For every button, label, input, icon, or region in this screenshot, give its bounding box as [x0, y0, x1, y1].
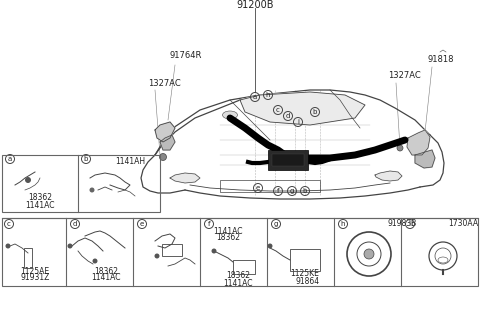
Circle shape — [68, 243, 72, 248]
Text: 18362: 18362 — [216, 234, 240, 242]
Text: 1141AC: 1141AC — [91, 273, 121, 283]
Text: f: f — [208, 221, 210, 227]
Polygon shape — [155, 122, 175, 142]
Text: b: b — [313, 109, 317, 115]
Text: 1141AC: 1141AC — [25, 201, 55, 209]
Polygon shape — [375, 171, 402, 181]
Polygon shape — [407, 130, 430, 155]
Text: 91200B: 91200B — [236, 0, 274, 10]
Bar — [2, 218, 478, 286]
Text: 1327AC: 1327AC — [148, 79, 181, 89]
Circle shape — [397, 145, 403, 151]
Text: 1141AC: 1141AC — [213, 226, 243, 236]
Polygon shape — [160, 135, 175, 150]
Bar — [268, 150, 308, 170]
Text: 1327AC: 1327AC — [388, 71, 421, 79]
Circle shape — [267, 243, 273, 248]
Text: i: i — [409, 221, 411, 227]
Text: 1141AH: 1141AH — [115, 158, 145, 166]
Ellipse shape — [223, 111, 238, 119]
Circle shape — [212, 248, 216, 253]
Text: c: c — [7, 221, 11, 227]
Circle shape — [89, 187, 95, 192]
Polygon shape — [415, 150, 435, 168]
Circle shape — [93, 258, 97, 263]
Text: 1141AC: 1141AC — [223, 279, 253, 288]
Text: b: b — [84, 156, 88, 162]
Text: 91764R: 91764R — [170, 51, 203, 61]
Text: g: g — [290, 188, 294, 194]
Text: d: d — [286, 113, 290, 119]
Bar — [290, 249, 320, 271]
Text: i: i — [297, 119, 299, 125]
Circle shape — [364, 249, 374, 259]
Bar — [24, 248, 32, 268]
Text: a: a — [253, 94, 257, 100]
Polygon shape — [170, 173, 200, 183]
Text: c: c — [276, 107, 280, 113]
Bar — [233, 260, 255, 274]
Text: 18362: 18362 — [226, 272, 250, 280]
Text: 91983B: 91983B — [388, 219, 417, 229]
Text: e: e — [140, 221, 144, 227]
Text: 1125KE: 1125KE — [290, 269, 319, 279]
Circle shape — [159, 154, 167, 160]
Text: h: h — [341, 221, 345, 227]
Text: 1730AA: 1730AA — [448, 219, 478, 229]
Text: 18362: 18362 — [94, 267, 118, 275]
Circle shape — [25, 177, 31, 183]
Bar — [2, 155, 160, 212]
Text: h: h — [266, 92, 270, 98]
Text: 1125AE: 1125AE — [21, 267, 49, 275]
Text: f: f — [277, 188, 279, 194]
Text: e: e — [256, 185, 260, 191]
Text: a: a — [8, 156, 12, 162]
Text: 18362: 18362 — [28, 193, 52, 203]
Circle shape — [5, 243, 11, 248]
Circle shape — [155, 253, 159, 258]
Polygon shape — [240, 92, 365, 125]
Text: b: b — [303, 188, 307, 194]
Text: 91931Z: 91931Z — [20, 273, 50, 283]
Text: 91818: 91818 — [428, 56, 455, 64]
Text: g: g — [274, 221, 278, 227]
Bar — [272, 154, 304, 166]
Text: d: d — [73, 221, 77, 227]
Text: 91864: 91864 — [296, 277, 320, 285]
